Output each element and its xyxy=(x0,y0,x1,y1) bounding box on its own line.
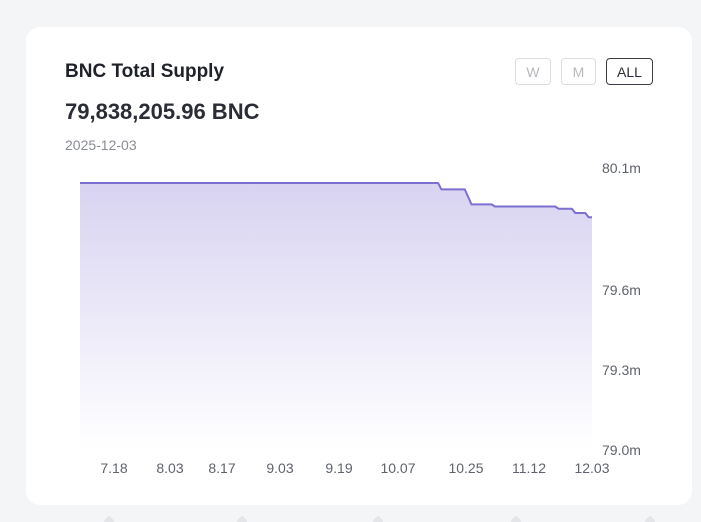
range-all-button[interactable]: ALL xyxy=(606,58,653,85)
range-week-button[interactable]: W xyxy=(515,58,551,85)
x-tick-label: 8.03 xyxy=(156,460,183,476)
indicator-dot xyxy=(510,515,522,522)
series-area-fill xyxy=(80,183,592,450)
chart-title: BNC Total Supply xyxy=(65,61,225,82)
y-tick-label: 80.1m xyxy=(602,160,641,176)
x-tick-label: 9.19 xyxy=(325,460,352,476)
x-tick-label: 11.12 xyxy=(512,460,546,476)
indicator-dot xyxy=(372,515,384,522)
x-tick-label: 10.07 xyxy=(380,460,415,476)
current-supply-value: 79,838,205.96 BNC xyxy=(65,99,260,124)
x-tick-label: 10.25 xyxy=(448,460,483,476)
series-line xyxy=(80,182,592,219)
x-tick-label: 9.03 xyxy=(266,460,293,476)
range-month-button[interactable]: M xyxy=(561,58,596,85)
x-tick-label: 8.17 xyxy=(208,460,235,476)
y-tick-label: 79.6m xyxy=(602,282,641,298)
x-tick-label: 12.03 xyxy=(574,460,609,476)
current-date: 2025-12-03 xyxy=(65,137,137,153)
indicator-dot xyxy=(103,515,115,522)
y-tick-label: 79.0m xyxy=(602,442,641,458)
carousel-indicators xyxy=(0,514,701,522)
indicator-dot xyxy=(644,515,656,522)
x-tick-label: 7.18 xyxy=(100,460,127,476)
y-tick-label: 79.3m xyxy=(602,362,641,378)
indicator-dot xyxy=(236,515,248,522)
